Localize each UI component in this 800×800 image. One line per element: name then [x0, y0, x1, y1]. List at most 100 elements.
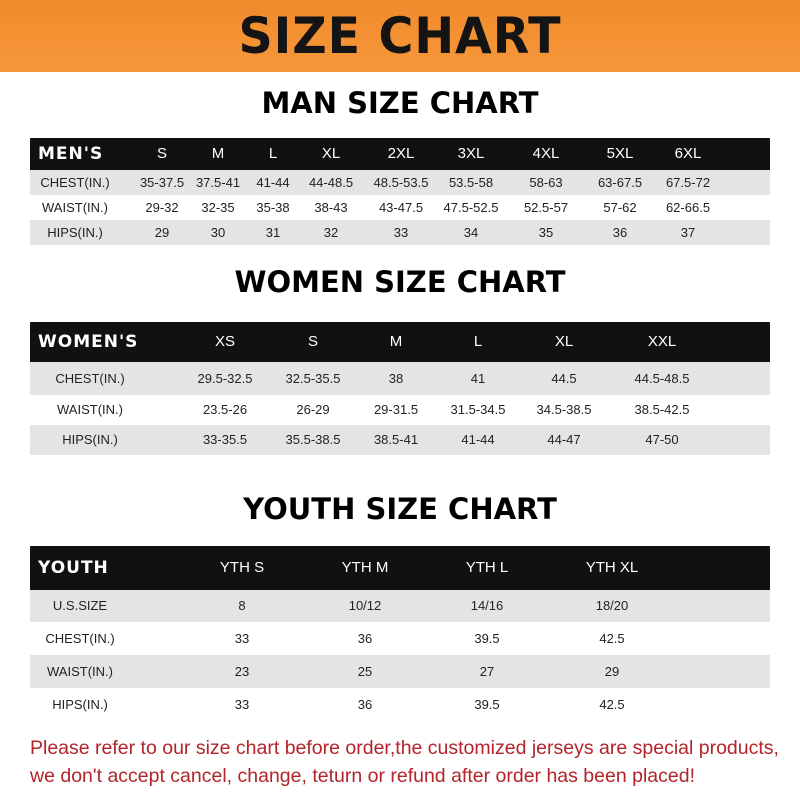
- men-chart-title: MAN SIZE CHART: [261, 86, 539, 120]
- measurement-cell: 38.5-42.5: [634, 402, 690, 417]
- order-notice-line-1: Please refer to our size chart before or…: [30, 737, 779, 759]
- table-row: WAIST(IN.) 29-32 32-35 35-38 38-43 43-47.5 47.…: [30, 195, 770, 220]
- table-row: CHEST(IN.) 33 36 39.5 42.5: [30, 622, 770, 655]
- measurement-cell: 39.5: [474, 697, 500, 712]
- measurement-cell: 57-62: [603, 200, 637, 215]
- row-label: CHEST(IN.): [45, 631, 115, 646]
- row-label: CHEST(IN.): [55, 371, 125, 386]
- measurement-cell: 34.5-38.5: [536, 402, 592, 417]
- size-header-cell: YTH S: [219, 559, 265, 576]
- measurement-cell: 53.5-58: [448, 175, 494, 190]
- measurement-cell: 62-66.5: [665, 200, 711, 215]
- size-header-cell: M: [211, 145, 225, 162]
- measurement-cell: 31.5-34.5: [450, 402, 506, 417]
- measurement-cell: 38.5-41: [373, 432, 419, 447]
- size-header-cell: 2XL: [387, 145, 415, 162]
- measurement-cell: 41-44: [461, 432, 495, 447]
- table-title-cell: MEN'S: [38, 144, 104, 164]
- measurement-cell: 29-32: [145, 200, 179, 215]
- measurement-cell: 36: [357, 697, 373, 712]
- measurement-cell: 44.5: [551, 371, 577, 386]
- row-label: U.S.SIZE: [52, 598, 108, 613]
- measurement-cell: 42.5: [599, 631, 625, 646]
- size-header-cell: YTH L: [465, 559, 509, 576]
- measurement-cell: 37.5-41: [195, 175, 241, 190]
- row-label: HIPS(IN.): [62, 432, 118, 447]
- table-title-cell: YOUTH: [38, 558, 109, 578]
- table-header-row: YOUTH YTH S YTH M YTH L YTH XL: [30, 546, 770, 590]
- measurement-cell: 38-43: [314, 200, 348, 215]
- measurement-cell: 33-35.5: [202, 432, 248, 447]
- row-label: WAIST(IN.): [42, 200, 108, 215]
- size-header-cell: YTH M: [341, 559, 389, 576]
- measurement-cell: 35-38: [256, 200, 290, 215]
- measurement-cell: 52.5-57: [523, 200, 569, 215]
- measurement-cell: 33: [393, 225, 409, 240]
- size-header-cell: L: [268, 145, 278, 162]
- measurement-cell: 29: [154, 225, 170, 240]
- table-header-row: WOMEN'S XS S M L XL XXL: [30, 322, 770, 362]
- measurement-cell: 27: [479, 664, 495, 679]
- size-header-cell: 5XL: [606, 145, 634, 162]
- measurement-cell: 32-35: [201, 200, 235, 215]
- measurement-cell: 36: [357, 631, 373, 646]
- measurement-cell: 26-29: [296, 402, 330, 417]
- measurement-cell: 30: [210, 225, 226, 240]
- size-header-cell: 4XL: [532, 145, 560, 162]
- table-row: WAIST(IN.) 23 25 27 29: [30, 655, 770, 688]
- measurement-cell: 38: [388, 371, 404, 386]
- measurement-cell: 58-63: [529, 175, 563, 190]
- size-header-cell: YTH XL: [585, 559, 639, 576]
- measurement-cell: 10/12: [348, 598, 382, 613]
- youth-chart-title: YOUTH SIZE CHART: [243, 492, 557, 526]
- order-notice-line-2: we don't accept cancel, change, teturn o…: [30, 765, 695, 787]
- measurement-cell: 63-67.5: [597, 175, 643, 190]
- measurement-cell: 29-31.5: [373, 402, 419, 417]
- row-label: HIPS(IN.): [47, 225, 103, 240]
- row-label: WAIST(IN.): [57, 402, 123, 417]
- measurement-cell: 44.5-48.5: [634, 371, 690, 386]
- measurement-cell: 47-50: [645, 432, 679, 447]
- measurement-cell: 39.5: [474, 631, 500, 646]
- measurement-cell: 44-47: [547, 432, 581, 447]
- measurement-cell: 8: [238, 598, 246, 613]
- measurement-cell: 36: [612, 225, 628, 240]
- measurement-cell: 23: [234, 664, 250, 679]
- measurement-cell: 47.5-52.5: [443, 200, 499, 215]
- measurement-cell: 67.5-72: [665, 175, 711, 190]
- size-header-cell: XXL: [647, 333, 677, 350]
- measurement-cell: 44-48.5: [308, 175, 354, 190]
- size-header-cell: S: [156, 145, 168, 162]
- measurement-cell: 25: [357, 664, 373, 679]
- measurement-cell: 35-37.5: [139, 175, 185, 190]
- size-header-cell: 3XL: [457, 145, 485, 162]
- table-row: HIPS(IN.) 29 30 31 32 33 34 35 36 37: [30, 220, 770, 245]
- measurement-cell: 34: [463, 225, 479, 240]
- table-row: HIPS(IN.) 33-35.5 35.5-38.5 38.5-41 41-44 44-…: [30, 425, 770, 455]
- measurement-cell: 23.5-26: [202, 402, 248, 417]
- size-header-cell: M: [389, 333, 403, 350]
- size-header-cell: XS: [214, 333, 236, 350]
- measurement-cell: 32: [323, 225, 339, 240]
- measurement-cell: 35: [538, 225, 554, 240]
- measurement-cell: 14/16: [470, 598, 504, 613]
- size-header-cell: L: [473, 333, 483, 350]
- table-row: CHEST(IN.) 29.5-32.5 32.5-35.5 38 41 44.5 44.5…: [30, 362, 770, 395]
- size-header-cell: XL: [554, 333, 574, 350]
- measurement-cell: 29.5-32.5: [197, 371, 253, 386]
- measurement-cell: 31: [265, 225, 281, 240]
- measurement-cell: 41: [470, 371, 486, 386]
- measurement-cell: 42.5: [599, 697, 625, 712]
- table-row: U.S.SIZE 8 10/12 14/16 18/20: [30, 590, 770, 622]
- measurement-cell: 33: [234, 697, 250, 712]
- size-header-cell: 6XL: [674, 145, 702, 162]
- table-header-row: MEN'S S M L XL 2XL 3XL 4XL 5XL 6XL: [30, 138, 770, 170]
- measurement-cell: 18/20: [595, 598, 629, 613]
- table-row: HIPS(IN.) 33 36 39.5 42.5: [30, 688, 770, 721]
- women-chart-title: WOMEN SIZE CHART: [234, 265, 566, 299]
- measurement-cell: 29: [604, 664, 620, 679]
- measurement-cell: 33: [234, 631, 250, 646]
- table-row: CHEST(IN.) 35-37.5 37.5-41 41-44 44-48.5 48.5…: [30, 170, 770, 195]
- row-label: CHEST(IN.): [40, 175, 110, 190]
- row-label: HIPS(IN.): [52, 697, 108, 712]
